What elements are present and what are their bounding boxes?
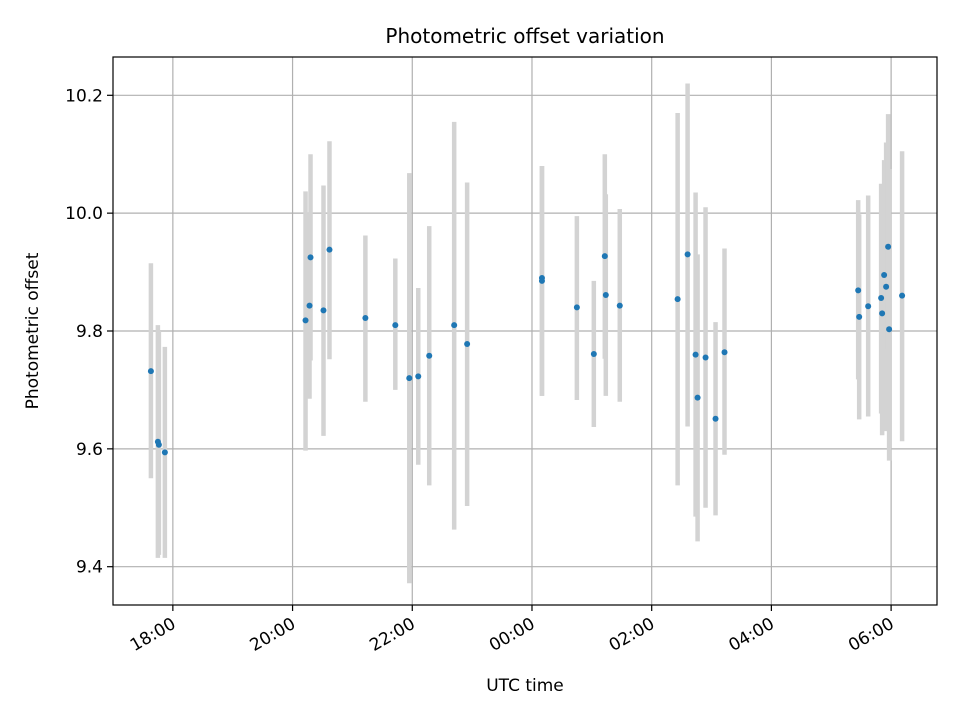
error-bars — [148, 83, 905, 584]
data-point — [147, 368, 154, 375]
data-point — [326, 246, 333, 253]
y-axis-ticks: 9.4 9.6 9.8 10.0 10.2 — [65, 86, 113, 578]
grid — [113, 57, 937, 605]
y-tick-label: 10.0 — [65, 204, 103, 224]
data-point — [538, 277, 545, 284]
data-point — [885, 243, 892, 250]
x-tick-label: 22:00 — [366, 614, 418, 656]
data-point — [883, 283, 890, 290]
data-point — [855, 287, 862, 294]
data-point — [684, 251, 691, 258]
y-tick-label: 10.2 — [65, 86, 103, 106]
data-point — [307, 254, 314, 261]
data-point — [302, 317, 309, 324]
data-point — [601, 253, 608, 260]
chart-title: Photometric offset variation — [385, 24, 664, 48]
data-point — [692, 351, 699, 358]
data-point — [451, 322, 458, 329]
data-point — [694, 394, 701, 401]
data-point — [881, 272, 888, 279]
data-point — [426, 352, 433, 359]
x-tick-label: 04:00 — [725, 614, 777, 656]
x-tick-label: 20:00 — [247, 614, 299, 656]
data-point — [406, 375, 413, 382]
data-point — [464, 340, 471, 347]
data-point — [674, 296, 681, 303]
data-point — [616, 302, 623, 309]
x-tick-label: 18:00 — [127, 614, 179, 656]
data-point — [721, 349, 728, 356]
x-tick-label: 06:00 — [845, 614, 897, 656]
data-point — [602, 292, 609, 299]
data-point — [879, 310, 886, 317]
data-point — [899, 292, 906, 299]
x-tick-label: 02:00 — [606, 614, 658, 656]
data-point — [306, 302, 313, 309]
data-point — [155, 441, 162, 448]
data-points — [147, 243, 906, 456]
x-tick-label: 00:00 — [486, 614, 538, 656]
data-point — [320, 307, 327, 314]
data-point — [886, 326, 893, 333]
data-point — [865, 303, 872, 310]
data-point — [362, 315, 369, 322]
y-tick-label: 9.6 — [76, 440, 103, 460]
y-tick-label: 9.4 — [76, 558, 103, 578]
data-point — [712, 415, 719, 422]
data-point — [573, 304, 580, 311]
data-point — [392, 322, 399, 329]
data-point — [161, 449, 168, 456]
x-axis-label: UTC time — [486, 676, 564, 696]
data-point — [415, 373, 422, 380]
y-tick-label: 9.8 — [76, 322, 103, 342]
data-point — [590, 350, 597, 357]
y-axis-label: Photometric offset — [23, 252, 43, 409]
data-point — [702, 354, 709, 361]
x-axis-ticks: 18:00 20:00 22:00 00:00 02:00 04:00 06:00 — [127, 605, 898, 656]
data-point — [878, 295, 885, 302]
data-point — [856, 313, 863, 320]
